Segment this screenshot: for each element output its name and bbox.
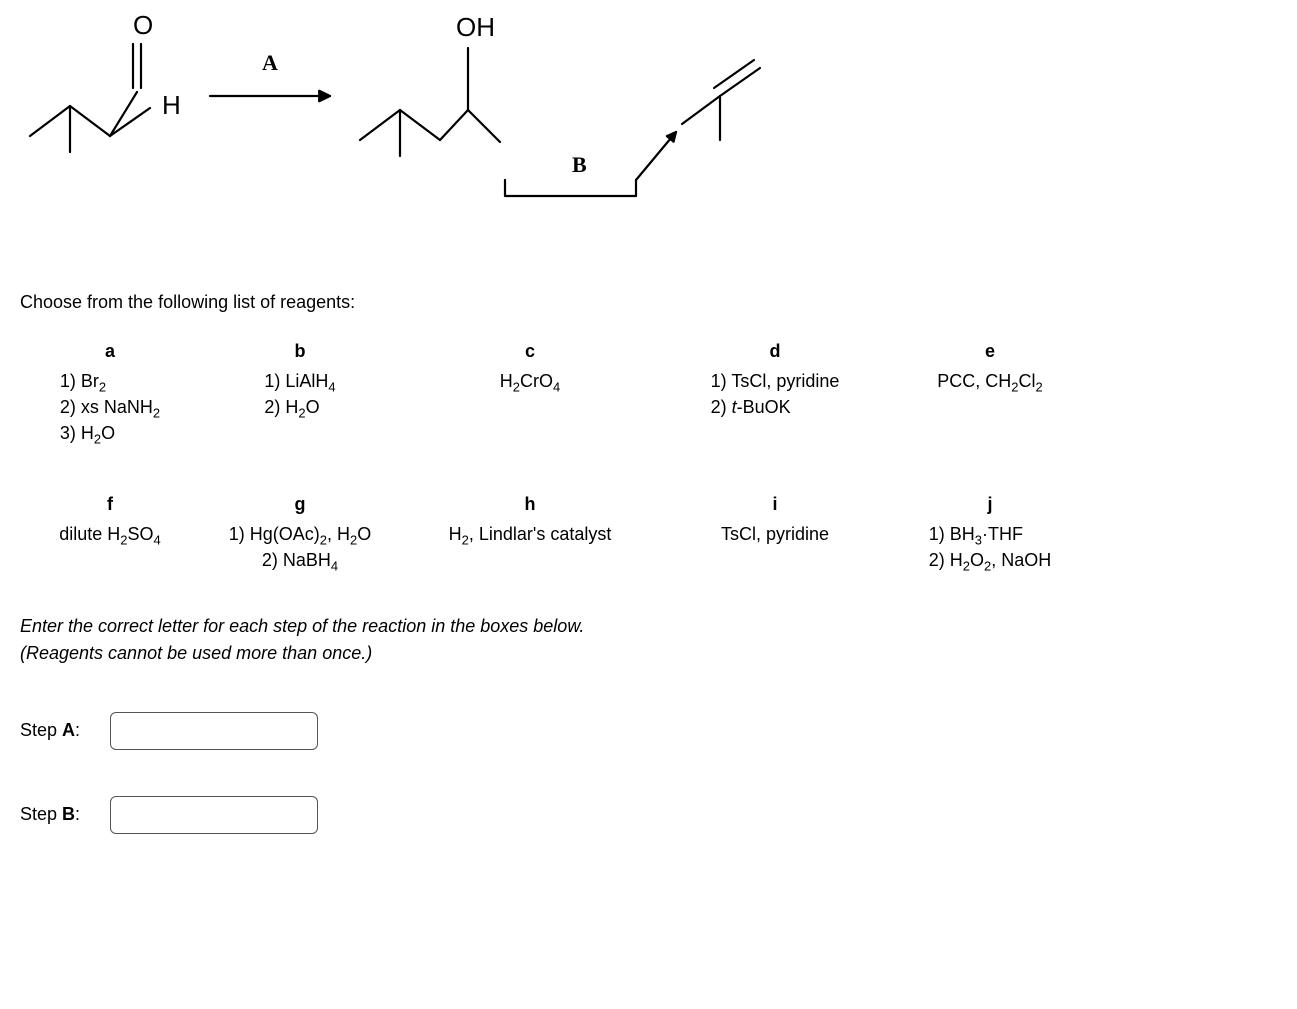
reagent-grid: a 1) Br22) xs NaNH23) H2O b 1) LiAlH42) H2O… — [20, 341, 1277, 573]
reagent-text: TsCl, pyridine — [721, 521, 829, 547]
instruction-line-1: Enter the correct letter for each step o… — [20, 616, 584, 636]
reagent-letter: f — [20, 494, 200, 515]
reaction-svg: OHOHAB — [20, 12, 780, 242]
instruction-line-2: (Reagents cannot be used more than once.… — [20, 643, 372, 663]
reagent-text: H2, Lindlar's catalyst — [449, 521, 612, 547]
step-b-label: Step B: — [20, 804, 110, 825]
reagent-letter: d — [660, 341, 890, 362]
prompt-text: Choose from the following list of reagen… — [20, 292, 1277, 313]
reagent-j: j 1) BH3·THF2) H2O2, NaOH — [890, 494, 1090, 573]
reagent-f: f dilute H2SO4 — [20, 494, 200, 573]
step-b-row: Step B: — [20, 796, 1277, 834]
reagent-text: H2CrO4 — [500, 368, 560, 394]
reagent-text: PCC, CH2Cl2 — [937, 368, 1042, 394]
reagent-letter: h — [400, 494, 660, 515]
reagent-text: dilute H2SO4 — [59, 521, 160, 547]
svg-text:H: H — [162, 90, 181, 120]
reaction-diagram: OHOHAB — [20, 12, 780, 242]
step-a-label: Step A: — [20, 720, 110, 741]
reagent-e: e PCC, CH2Cl2 — [890, 341, 1090, 446]
svg-text:B: B — [572, 152, 587, 177]
reagent-i: i TsCl, pyridine — [660, 494, 890, 573]
svg-text:O: O — [133, 12, 153, 40]
reagent-text: 1) TsCl, pyridine2) t-BuOK — [711, 368, 840, 420]
step-b-input[interactable] — [110, 796, 318, 834]
reagent-g: g 1) Hg(OAc)2, H2O2) NaBH4 — [200, 494, 400, 573]
reagent-b: b 1) LiAlH42) H2O — [200, 341, 400, 446]
reagent-letter: c — [400, 341, 660, 362]
reagent-c: c H2CrO4 — [400, 341, 660, 446]
reagent-text: 1) BH3·THF2) H2O2, NaOH — [929, 521, 1051, 573]
reagent-letter: g — [200, 494, 400, 515]
reagent-text: 1) LiAlH42) H2O — [264, 368, 335, 420]
reagent-letter: a — [20, 341, 200, 362]
reagent-h: h H2, Lindlar's catalyst — [400, 494, 660, 573]
step-a-row: Step A: — [20, 712, 1277, 750]
svg-text:A: A — [262, 50, 278, 75]
reagent-letter: b — [200, 341, 400, 362]
reagent-a: a 1) Br22) xs NaNH23) H2O — [20, 341, 200, 446]
reagent-d: d 1) TsCl, pyridine2) t-BuOK — [660, 341, 890, 446]
reagent-text: 1) Br22) xs NaNH23) H2O — [60, 368, 160, 446]
step-a-input[interactable] — [110, 712, 318, 750]
reagent-letter: i — [660, 494, 890, 515]
svg-text:OH: OH — [456, 12, 495, 42]
reagent-letter: j — [890, 494, 1090, 515]
reagent-text: 1) Hg(OAc)2, H2O2) NaBH4 — [229, 521, 371, 573]
instructions: Enter the correct letter for each step o… — [20, 613, 1277, 665]
reagent-letter: e — [890, 341, 1090, 362]
